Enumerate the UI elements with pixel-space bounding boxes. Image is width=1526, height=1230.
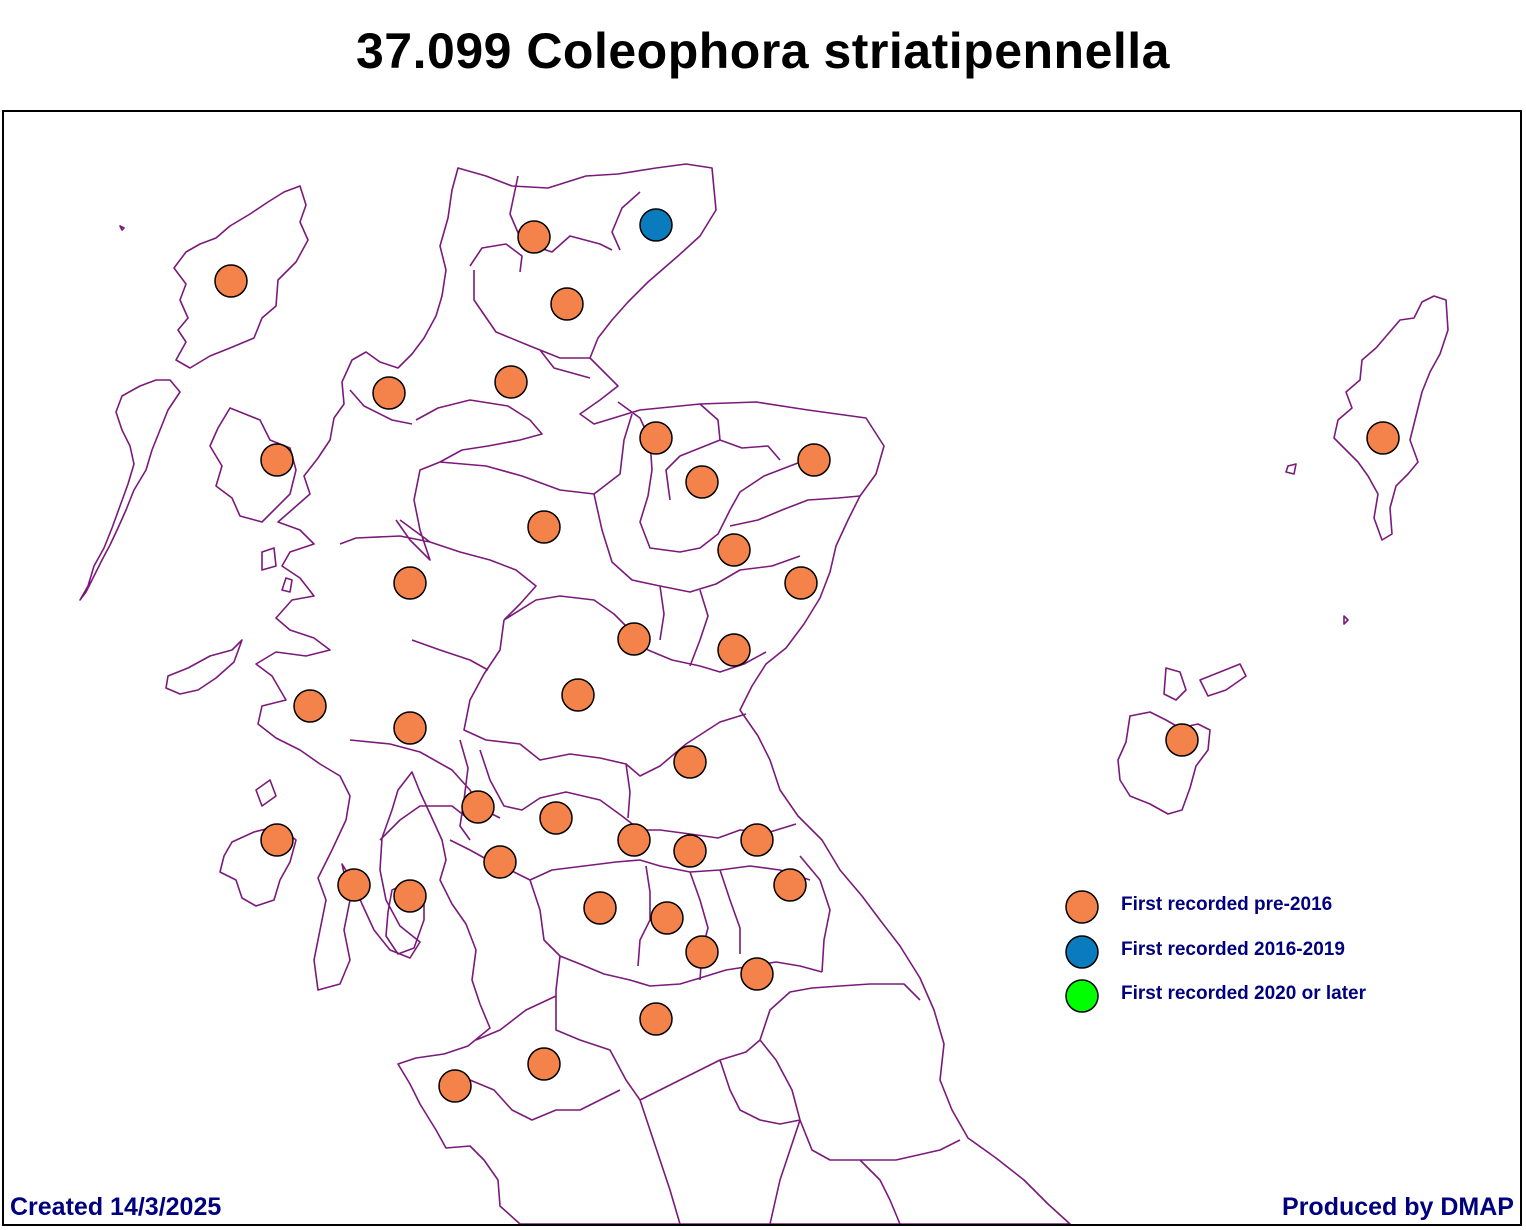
record-marker-pre-2016 bbox=[561, 678, 595, 712]
record-marker-pre-2016 bbox=[1165, 723, 1199, 757]
record-marker-pre-2016 bbox=[650, 901, 684, 935]
record-marker-pre-2016 bbox=[773, 868, 807, 902]
legend-swatch-2 bbox=[1065, 979, 1099, 1013]
record-marker-pre-2016 bbox=[372, 376, 406, 410]
created-date: Created 14/3/2025 bbox=[10, 1193, 222, 1221]
record-marker-pre-2016 bbox=[517, 220, 551, 254]
lewis-harris-outline bbox=[173, 185, 309, 369]
record-marker-pre-2016 bbox=[260, 823, 294, 857]
record-marker-pre-2016 bbox=[717, 633, 751, 667]
record-marker-pre-2016 bbox=[461, 790, 495, 824]
record-marker-pre-2016 bbox=[550, 287, 584, 321]
record-marker-pre-2016 bbox=[784, 566, 818, 600]
record-marker-pre-2016 bbox=[527, 1047, 561, 1081]
record-marker-pre-2016 bbox=[673, 834, 707, 868]
record-marker-pre-2016 bbox=[673, 745, 707, 779]
skye-outline bbox=[209, 407, 297, 523]
record-marker-pre-2016 bbox=[494, 365, 528, 399]
map-frame bbox=[2, 110, 1522, 1226]
record-marker-2016-2019 bbox=[639, 208, 673, 242]
map-title: 37.099 Coleophora striatipennella bbox=[356, 23, 1170, 79]
record-marker-pre-2016 bbox=[393, 879, 427, 913]
producer-credit: Produced by DMAP bbox=[1282, 1193, 1514, 1221]
record-marker-pre-2016 bbox=[685, 935, 719, 969]
record-marker-pre-2016 bbox=[617, 823, 651, 857]
record-marker-pre-2016 bbox=[740, 823, 774, 857]
legend-label-2020-later: First recorded 2020 or later bbox=[1121, 983, 1366, 1004]
record-marker-pre-2016 bbox=[685, 465, 719, 499]
uists-outline bbox=[79, 379, 181, 601]
mull-outline bbox=[165, 639, 243, 695]
record-marker-pre-2016 bbox=[527, 510, 561, 544]
small-islands bbox=[119, 225, 1349, 807]
record-marker-pre-2016 bbox=[337, 868, 371, 902]
record-marker-pre-2016 bbox=[483, 845, 517, 879]
shetland-outline bbox=[1333, 295, 1449, 541]
vice-county-boundaries bbox=[79, 163, 1449, 1224]
record-marker-pre-2016 bbox=[639, 421, 673, 455]
record-marker-pre-2016 bbox=[393, 711, 427, 745]
mainland-outline bbox=[255, 163, 1071, 1224]
record-marker-pre-2016 bbox=[717, 533, 751, 567]
record-marker-pre-2016 bbox=[583, 891, 617, 925]
internal-boundaries bbox=[339, 175, 961, 1224]
legend-swatches bbox=[1065, 890, 1099, 1013]
record-marker-pre-2016 bbox=[438, 1069, 472, 1103]
record-marker-pre-2016 bbox=[293, 689, 327, 723]
record-marker-pre-2016 bbox=[617, 622, 651, 656]
record-marker-pre-2016 bbox=[260, 443, 294, 477]
record-marker-pre-2016 bbox=[1366, 421, 1400, 455]
legend-label-pre-2016: First recorded pre-2016 bbox=[1121, 894, 1333, 915]
record-markers bbox=[214, 208, 1400, 1103]
legend-swatch-0 bbox=[1065, 890, 1099, 924]
legend-label-2016-2019: First recorded 2016-2019 bbox=[1121, 939, 1345, 960]
record-marker-pre-2016 bbox=[214, 264, 248, 298]
record-marker-pre-2016 bbox=[740, 957, 774, 991]
legend-swatch-1 bbox=[1065, 935, 1099, 969]
record-marker-pre-2016 bbox=[393, 566, 427, 600]
record-marker-pre-2016 bbox=[797, 443, 831, 477]
record-marker-pre-2016 bbox=[639, 1002, 673, 1036]
record-marker-pre-2016 bbox=[539, 801, 573, 835]
